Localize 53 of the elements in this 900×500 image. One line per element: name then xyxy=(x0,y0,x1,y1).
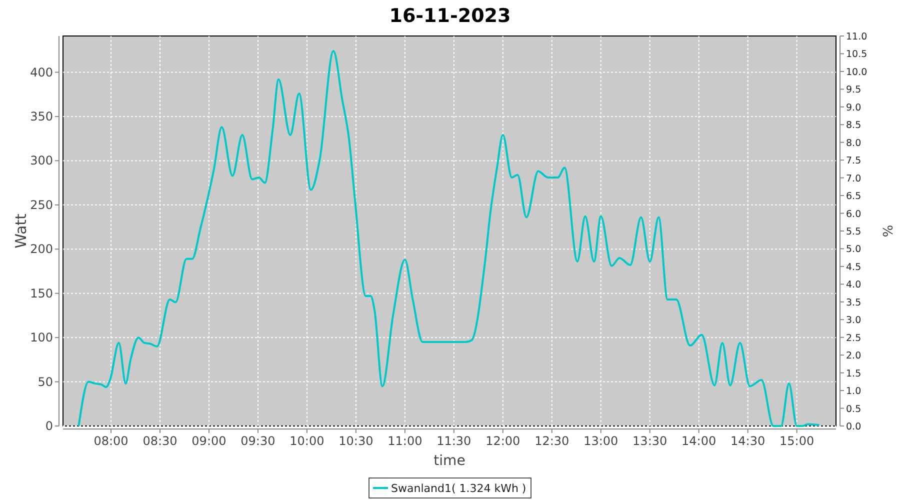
y2-tick-label: 5.5 xyxy=(846,226,862,238)
x-tick-label: 13:00 xyxy=(584,434,618,448)
x-tick-label: 12:30 xyxy=(534,434,570,448)
y-tick-label: 0 xyxy=(45,419,53,433)
y2-tick-label: 2.5 xyxy=(846,332,862,344)
x-tick-label: 10:30 xyxy=(338,434,374,448)
y2-tick-label: 2.0 xyxy=(846,350,862,362)
y2-tick-label: 6.5 xyxy=(846,191,862,202)
y-tick-label: 150 xyxy=(30,286,53,300)
y2-tick-label: 10.5 xyxy=(846,49,868,60)
legend-label: Swanland1( 1.324 kWh ) xyxy=(391,482,526,495)
y2-tick-label: 4.5 xyxy=(846,262,862,273)
y-tick-label: 50 xyxy=(38,374,53,389)
y2-tick-label: 4.0 xyxy=(846,280,862,291)
y2-tick-label: 1.0 xyxy=(846,386,862,398)
x-tick-label: 13:30 xyxy=(632,434,668,448)
y2-tick-label: 0.5 xyxy=(846,404,862,415)
y2-tick-label: 10.0 xyxy=(846,66,868,78)
x-tick-label: 08:00 xyxy=(94,434,128,448)
x-tick-label: 11:00 xyxy=(388,434,422,448)
y2-tick-label: 9.0 xyxy=(846,102,862,114)
x-axis-title: time xyxy=(434,453,466,469)
x-tick-label: 09:00 xyxy=(192,434,226,448)
y2-tick-label: 3.5 xyxy=(846,297,862,308)
y2-tick-label: 1.5 xyxy=(846,368,862,380)
y-tick-label: 200 xyxy=(30,242,53,256)
y-tick-label: 250 xyxy=(30,198,53,212)
y-tick-label: 300 xyxy=(30,154,53,168)
y-axis-title: Watt xyxy=(12,213,30,248)
y2-tick-label: 8.5 xyxy=(846,120,862,132)
x-tick-label: 08:30 xyxy=(142,434,178,448)
y2-axis-title: % xyxy=(879,224,894,238)
y2-tick-label: 5.0 xyxy=(846,244,862,256)
x-tick-label: 10:00 xyxy=(290,434,324,448)
y-tick-label: 400 xyxy=(30,65,53,80)
y2-tick-label: 3.0 xyxy=(846,315,862,326)
x-tick-label: 14:00 xyxy=(682,434,716,448)
line-series xyxy=(78,50,820,427)
y2-tick-label: 6.0 xyxy=(846,208,862,220)
y2-tick-label: 7.5 xyxy=(846,156,862,167)
x-tick-label: 12:00 xyxy=(486,434,520,448)
x-tick-label: 14:30 xyxy=(730,434,766,448)
chart-title: 16-11-2023 xyxy=(389,5,511,27)
y2-tick-label: 8.0 xyxy=(846,138,862,149)
y2-tick-label: 11.0 xyxy=(846,32,868,42)
x-tick-label: 09:30 xyxy=(240,434,276,448)
x-tick-label: 11:30 xyxy=(436,434,472,448)
y-tick-label: 100 xyxy=(30,330,53,345)
y2-tick-label: 0.0 xyxy=(846,422,862,432)
y2-tick-label: 9.5 xyxy=(846,84,862,96)
y2-tick-label: 7.0 xyxy=(846,173,862,184)
x-tick-label: 15:00 xyxy=(780,434,814,448)
y-tick-label: 350 xyxy=(30,109,53,124)
